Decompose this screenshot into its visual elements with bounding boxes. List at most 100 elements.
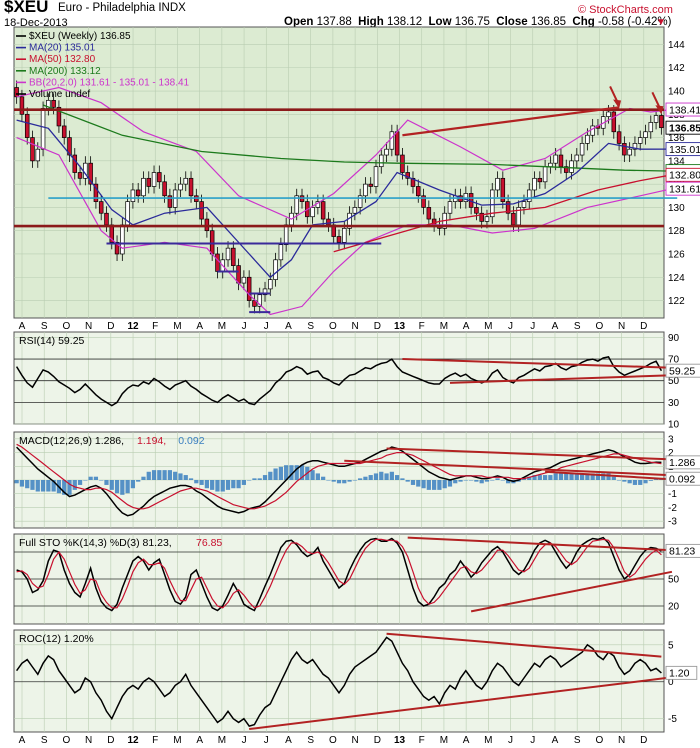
y-tick-label: 10 — [668, 420, 680, 431]
candle-body — [373, 166, 379, 187]
candle-body — [579, 143, 585, 156]
value-tag-box — [665, 543, 700, 558]
legend-text: BB(20,2.0) 131.61 - 135.01 - 138.41 — [29, 77, 190, 88]
candle — [294, 188, 299, 221]
candle — [310, 200, 315, 224]
candle-body — [24, 113, 30, 138]
candle-body — [421, 195, 426, 208]
candle-body — [447, 201, 453, 214]
macd-histogram-bar — [537, 475, 542, 480]
value-tag-box — [665, 665, 698, 680]
macd-histogram-bar — [120, 480, 125, 495]
value-tag-label: 132.80 — [669, 170, 700, 182]
ohlc-low-label: Low — [428, 16, 452, 28]
trendline — [344, 459, 672, 477]
x-tick-label: M — [440, 321, 448, 332]
candle — [637, 130, 643, 151]
candle — [648, 115, 654, 139]
macd-histogram-bar — [40, 480, 46, 492]
trendline — [386, 447, 672, 461]
macd-histogram-bar — [505, 480, 511, 484]
y-tick-label: 126 — [668, 249, 685, 260]
x-tick-label: A — [19, 321, 26, 332]
macd-histogram-bar — [595, 473, 601, 480]
x-tick-label: O — [595, 735, 603, 746]
ma20-line — [16, 119, 672, 279]
legend-item: MA(50) 132.80 — [16, 54, 96, 65]
x-tick-label: D — [107, 321, 114, 332]
x-tick-label: N — [618, 735, 625, 746]
y-tick-label: 136 — [668, 133, 685, 144]
ohlc-low-value: 136.75 — [454, 16, 490, 28]
macd-histogram-bar — [590, 473, 595, 480]
macd-histogram-bar — [173, 471, 178, 480]
candle-body — [40, 108, 46, 150]
candle-body — [162, 181, 167, 197]
candle-body — [188, 177, 194, 197]
candle-body — [585, 134, 590, 144]
panel-2: -3-2-10123MACD(12,26,9) 1.286, 1.194, 0.… — [13, 431, 700, 529]
value-tag-label: 138.41 — [669, 104, 700, 116]
candle — [537, 171, 543, 189]
macd-histogram-bar — [109, 480, 114, 490]
x-tick-label: A — [285, 735, 292, 746]
y-tick-label: 122 — [668, 296, 685, 307]
macd-histogram-bar — [548, 475, 553, 480]
candle-body — [114, 241, 120, 255]
candle-body — [199, 201, 204, 220]
candle-body — [14, 87, 19, 98]
candle-body — [553, 154, 558, 164]
candle-body — [574, 154, 580, 162]
candle-body — [93, 183, 99, 202]
y-tick-label: 50 — [668, 575, 680, 586]
macd-histogram-bar — [331, 480, 336, 482]
legend-item: $XEU (Weekly) 136.85 — [16, 31, 131, 42]
macd-histogram-bar — [93, 476, 99, 480]
x-tick-label: D — [374, 735, 381, 746]
macd-histogram-bar — [643, 480, 648, 484]
candle-body — [252, 300, 257, 307]
candle-body — [72, 154, 78, 173]
candle-body — [178, 183, 183, 191]
candle-body — [30, 137, 35, 162]
y-tick-label: 20 — [668, 602, 680, 613]
value-tag-box — [665, 181, 700, 196]
candle — [252, 293, 257, 314]
candle-body — [548, 162, 553, 168]
legend-text: MA(200) 133.12 — [29, 66, 101, 77]
x-tick-label: A — [552, 735, 559, 746]
macd-histogram-bar — [136, 480, 141, 482]
x-tick-label: S — [307, 321, 314, 332]
x-tick-label: A — [463, 321, 470, 332]
macd-histogram-bar — [231, 480, 236, 489]
trendline — [386, 632, 662, 658]
x-tick-label: A — [196, 321, 203, 332]
candle-body — [273, 259, 278, 280]
macd-histogram-bar — [437, 480, 442, 490]
candle-body — [484, 216, 490, 222]
x-tick-label: J — [508, 321, 513, 332]
legend-text: MA(50) 132.80 — [29, 54, 96, 65]
y-tick-label: 5 — [668, 640, 674, 651]
candle-body — [347, 212, 352, 229]
ohlc-high-label: High — [358, 16, 384, 28]
macd-histogram-bar — [62, 480, 67, 495]
x-tick-label: 13 — [394, 735, 406, 746]
candle — [72, 148, 78, 180]
value-tag-label: 131.61 — [669, 183, 700, 195]
candle — [526, 182, 532, 209]
candle — [569, 153, 574, 180]
macd-histogram-bar — [426, 480, 431, 490]
macd-histogram-bar — [236, 480, 241, 489]
macd-histogram-bar — [463, 480, 468, 481]
y-tick-label: 134 — [668, 156, 685, 167]
candle — [114, 235, 120, 261]
macd-histogram-bar — [384, 473, 389, 480]
panel-frame — [13, 629, 665, 733]
macd-histogram-bar — [373, 473, 379, 480]
candle-body — [659, 115, 664, 129]
candle — [563, 159, 569, 180]
x-tick-label: O — [329, 321, 337, 332]
macd-histogram-bar — [326, 480, 331, 481]
